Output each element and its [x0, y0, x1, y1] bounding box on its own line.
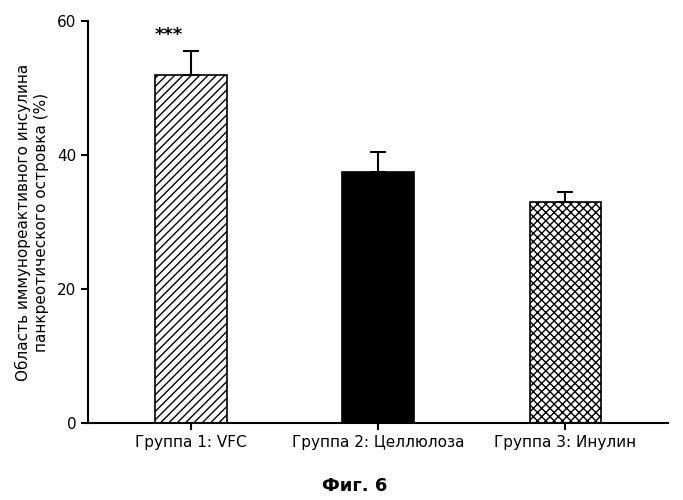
Text: ***: *** [154, 26, 182, 44]
Bar [342, 172, 414, 423]
Text: Фиг. 6: Фиг. 6 [322, 477, 388, 495]
Bar [529, 202, 600, 423]
Y-axis label: Область иммунореактивного инсулина
панкреотического островка (%): Область иммунореактивного инсулина панкр… [15, 64, 48, 380]
Bar [156, 74, 227, 423]
